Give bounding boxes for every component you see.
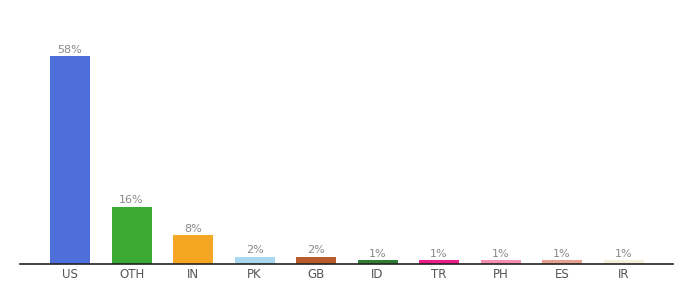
- Bar: [296, 257, 336, 264]
- Bar: [419, 260, 459, 264]
- Text: 1%: 1%: [369, 249, 386, 259]
- Bar: [358, 260, 398, 264]
- Bar: [235, 257, 275, 264]
- Text: 2%: 2%: [245, 245, 263, 255]
- Bar: [542, 260, 582, 264]
- Text: 1%: 1%: [430, 249, 448, 259]
- Bar: [604, 260, 643, 264]
- Text: 16%: 16%: [119, 195, 144, 205]
- Text: 1%: 1%: [615, 249, 632, 259]
- Bar: [481, 260, 520, 264]
- Text: 2%: 2%: [307, 245, 325, 255]
- Text: 1%: 1%: [492, 249, 509, 259]
- Bar: [173, 235, 213, 264]
- Bar: [50, 56, 90, 264]
- Text: 8%: 8%: [184, 224, 202, 234]
- Text: 1%: 1%: [554, 249, 571, 259]
- Text: 58%: 58%: [58, 45, 82, 55]
- Bar: [112, 207, 152, 264]
